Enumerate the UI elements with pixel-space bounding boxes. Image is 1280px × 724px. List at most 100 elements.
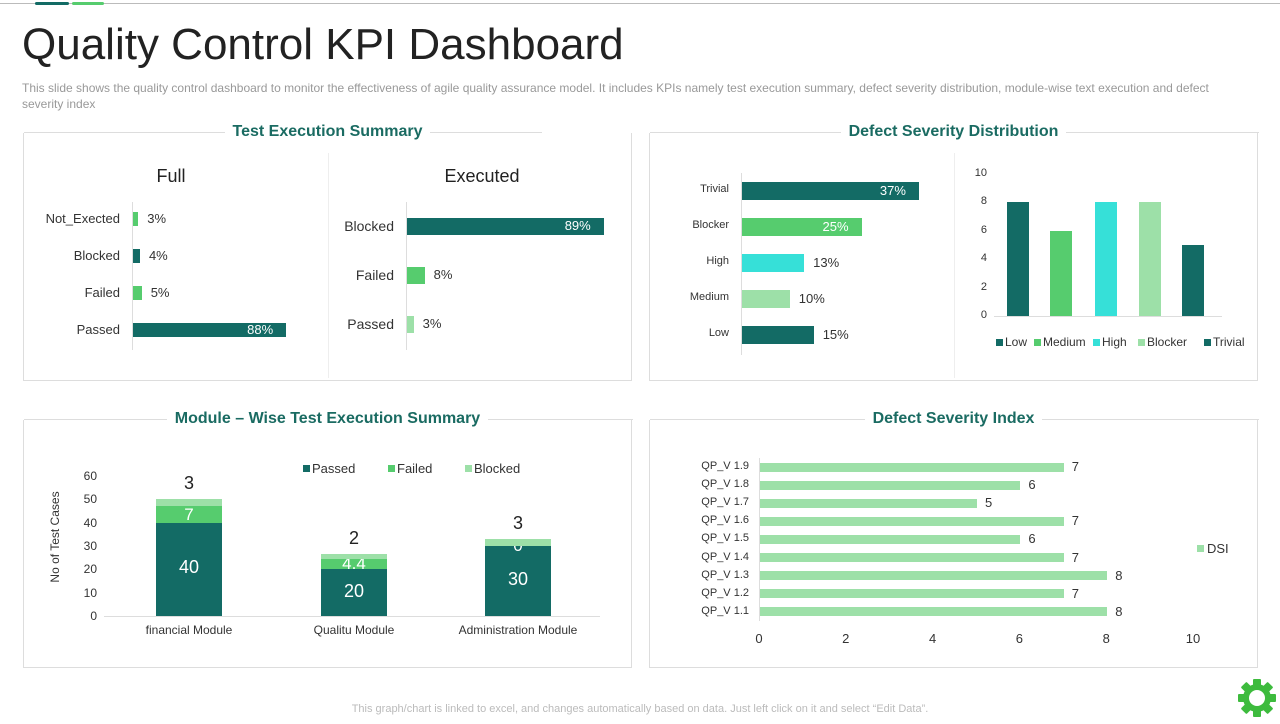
axis-line <box>406 202 407 350</box>
legend-swatch <box>1204 339 1211 346</box>
y-tick-label: 40 <box>83 515 97 530</box>
category-label: Blocker <box>692 219 729 231</box>
y-axis-label: No of Test Cases <box>48 491 62 583</box>
data-label: 7 <box>1071 549 1080 565</box>
panel-test-execution-summary: Test Execution Summary <box>23 123 632 381</box>
legend-label: Blocker <box>1147 335 1188 349</box>
data-label: 5 <box>985 495 993 511</box>
x-tick-label: 0 <box>755 631 763 646</box>
y-axis <box>759 458 760 621</box>
data-label: 6 <box>1028 477 1036 493</box>
page-description: This slide shows the quality control das… <box>22 81 1209 111</box>
legend-swatch <box>1197 545 1204 552</box>
data-label: 8% <box>433 267 453 282</box>
column-bar <box>1007 202 1029 316</box>
bar <box>742 254 805 272</box>
data-label: 3 <box>183 473 194 494</box>
chart-title: Executed <box>444 166 520 186</box>
legend-label: Medium <box>1043 335 1086 349</box>
bar <box>407 217 604 235</box>
stack-segment <box>321 554 387 560</box>
y-tick-label: 20 <box>83 562 97 577</box>
legend-swatch <box>1093 339 1100 346</box>
data-label: 6 <box>1028 531 1036 547</box>
gear-icon[interactable] <box>1236 677 1278 719</box>
data-label: 7 <box>1071 459 1080 474</box>
legend-label: Low <box>1005 335 1028 349</box>
dsi-bar <box>760 571 1108 581</box>
legend-label: Passed <box>312 461 356 476</box>
panel-title: Defect Severity Index <box>864 410 1043 427</box>
x-axis <box>104 616 600 617</box>
stack-segment <box>485 539 551 546</box>
dsi-bar <box>760 498 977 508</box>
category-label: Trivial <box>700 183 729 195</box>
x-tick-label: 6 <box>1015 631 1023 646</box>
panel-title: Module – Wise Test Execution Summary <box>166 410 489 427</box>
category-label: Blocked <box>73 248 120 263</box>
y-tick-label: 8 <box>980 195 987 208</box>
data-label: 3% <box>147 211 167 226</box>
legend-swatch <box>996 339 1003 346</box>
bar <box>742 290 790 308</box>
data-label: 3 <box>512 513 523 533</box>
data-label: 8 <box>1115 567 1123 583</box>
axis-line <box>741 173 742 355</box>
category-label: Blocked <box>344 218 394 234</box>
stack-segment <box>156 506 222 523</box>
panel-title: Test Execution Summary <box>224 123 431 140</box>
dsi-bar <box>760 589 1064 599</box>
stack-segment <box>156 499 222 507</box>
category-label: Failed <box>355 267 394 283</box>
category-label: QP_V 1.4 <box>701 550 749 563</box>
legend-label: Failed <box>397 461 433 476</box>
stack-segment <box>156 522 222 616</box>
data-label: 5% <box>150 285 170 300</box>
bar <box>133 249 140 263</box>
bar <box>133 212 139 226</box>
dsi-bar <box>760 534 1021 544</box>
data-label: 3% <box>422 316 442 331</box>
category-label: Passed <box>347 316 394 332</box>
y-tick-label: 50 <box>83 492 97 507</box>
legend-label: Blocked <box>474 461 521 476</box>
category-label: High <box>706 255 729 267</box>
y-tick-label: 60 <box>83 469 97 483</box>
data-label: 7 <box>1071 585 1080 601</box>
accent-bar <box>72 2 104 5</box>
category-label: QP_V 1.7 <box>701 496 749 509</box>
bar <box>742 218 862 236</box>
y-tick-label: 10 <box>974 167 987 179</box>
legend-swatch <box>465 465 472 472</box>
page-title: Quality Control KPI Dashboard <box>22 20 624 69</box>
legend-swatch <box>303 465 310 472</box>
bar <box>407 266 425 284</box>
chart-title: Full <box>156 166 186 186</box>
category-label: Low <box>708 327 729 339</box>
data-label: 30 <box>507 569 529 589</box>
data-label: 40 <box>178 557 200 578</box>
y-tick-label: 30 <box>83 539 97 553</box>
y-tick-label: 4 <box>980 252 987 265</box>
y-tick-label: 0 <box>90 609 97 623</box>
x-tick-label: 4 <box>928 631 937 646</box>
dsi-bar <box>760 516 1064 526</box>
legend-swatch <box>388 465 395 472</box>
x-tick-label: 8 <box>1102 631 1110 646</box>
category-label: Failed <box>84 285 120 300</box>
y-tick-label: 10 <box>83 585 97 600</box>
stack-segment <box>485 546 551 616</box>
category-label: Passed <box>76 322 120 337</box>
category-label: Qualitu Module <box>313 623 395 637</box>
panel-title: Defect Severity Distribution <box>840 123 1067 140</box>
category-label: QP_V 1.8 <box>701 478 749 491</box>
category-label: QP_V 1.6 <box>701 514 749 527</box>
data-label: 4% <box>148 248 168 263</box>
legend-swatch <box>1138 339 1145 346</box>
accent-bar <box>35 2 69 5</box>
panel-module-wise-summary: Module – Wise Test Execution Summary <box>23 410 633 668</box>
axis-line <box>132 202 133 350</box>
legend-label: Trivial <box>1213 335 1245 349</box>
column-bar <box>1095 202 1117 316</box>
y-tick-label: 6 <box>980 223 987 236</box>
